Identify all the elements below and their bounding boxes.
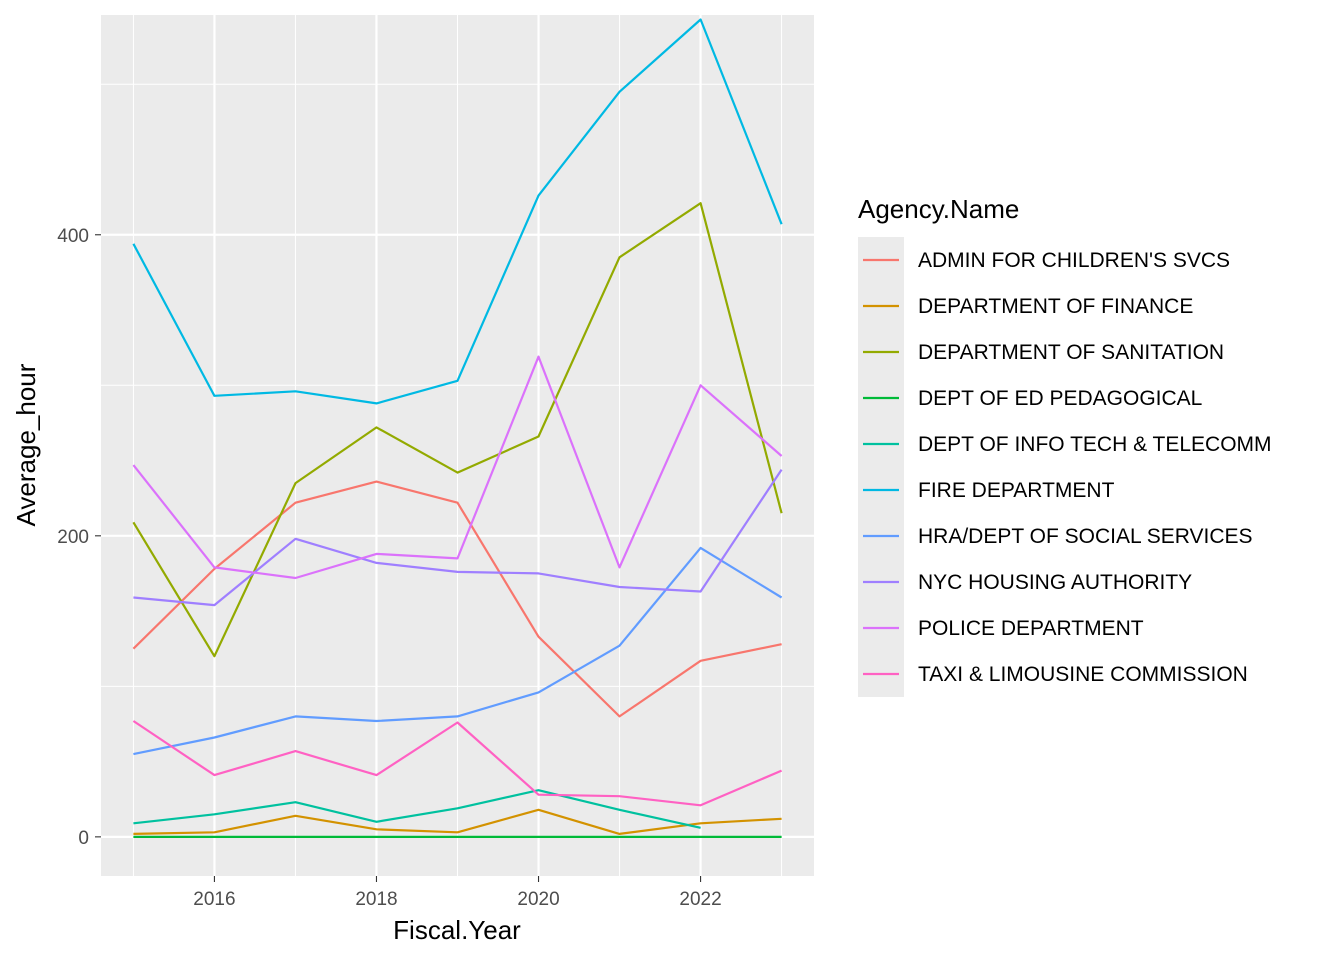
legend-label: DEPARTMENT OF FINANCE — [918, 295, 1193, 318]
legend-label: NYC HOUSING AUTHORITY — [918, 571, 1192, 594]
series-line — [133, 808, 782, 836]
y-axis-title: Average_hour — [11, 363, 41, 526]
y-tick-label: 200 — [57, 527, 89, 548]
legend-label: POLICE DEPARTMENT — [918, 617, 1144, 640]
x-axis-title: Fiscal.Year — [393, 915, 521, 945]
legend: Agency.Name ADMIN FOR CHILDREN'S SVCS DEP… — [858, 194, 1272, 697]
series-line — [132, 202, 783, 658]
legend-label: HRA/DEPT OF SOCIAL SERVICES — [918, 525, 1253, 548]
x-tick-label: 2018 — [355, 889, 397, 910]
legend-label: DEPT OF ED PEDAGOGICAL — [918, 387, 1202, 410]
series-line — [133, 546, 783, 756]
x-tick-label: 2022 — [679, 889, 721, 910]
y-tick-label: 400 — [57, 226, 89, 247]
major-gridlines — [101, 15, 814, 876]
series-line — [132, 355, 783, 580]
x-tick-label: 2016 — [193, 889, 235, 910]
series-line — [133, 468, 783, 607]
y-tick-label: 0 — [78, 828, 89, 849]
legend-label: DEPT OF INFO TECH & TELECOMM — [918, 433, 1272, 456]
series-line — [132, 720, 783, 807]
legend-key-background — [858, 237, 904, 697]
legend-label: FIRE DEPARTMENT — [918, 479, 1115, 502]
legend-label: DEPARTMENT OF SANITATION — [918, 341, 1224, 364]
series-line — [132, 480, 782, 718]
series-line — [133, 789, 701, 829]
minor-gridlines — [101, 15, 814, 876]
legend-label: TAXI & LIMOUSINE COMMISSION — [918, 663, 1248, 686]
series-lines — [132, 18, 783, 839]
legend-title: Agency.Name — [858, 194, 1019, 224]
legend-label: ADMIN FOR CHILDREN'S SVCS — [918, 249, 1230, 272]
y-axis: 0 200 400 — [57, 226, 101, 849]
x-tick-label: 2020 — [517, 889, 559, 910]
legend-items: ADMIN FOR CHILDREN'S SVCS DEPARTMENT OF F… — [863, 249, 1272, 686]
series-line — [132, 18, 783, 405]
x-axis: 2016 2018 2020 2022 — [193, 876, 722, 910]
